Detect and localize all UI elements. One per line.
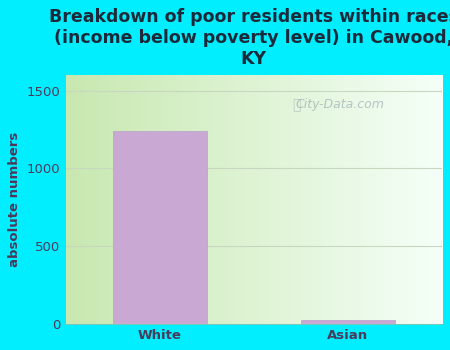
Y-axis label: absolute numbers: absolute numbers [9, 132, 21, 267]
Bar [301, 320, 395, 324]
Text: City-Data.com: City-Data.com [296, 98, 385, 111]
Bar [112, 131, 207, 324]
Title: Breakdown of poor residents within races
(income below poverty level) in Cawood,: Breakdown of poor residents within races… [49, 8, 450, 68]
Text: ⦿: ⦿ [292, 98, 301, 112]
